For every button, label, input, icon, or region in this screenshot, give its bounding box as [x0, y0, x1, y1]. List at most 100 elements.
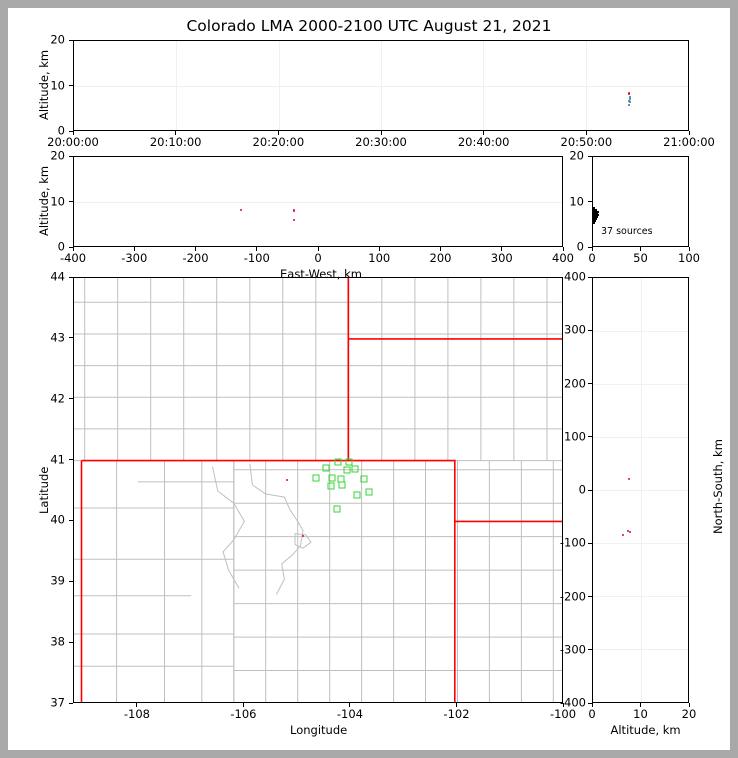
map-y-label: 37	[50, 695, 65, 710]
histogram-y-label: 20	[569, 148, 584, 163]
ew-height-x-tick	[440, 247, 441, 251]
ew-height-x-label: 100	[368, 251, 391, 265]
ew-height-x-tick	[133, 247, 135, 251]
ns-height-y-label: 300	[564, 322, 586, 337]
ns-height-y-tick	[588, 489, 592, 491]
time-height-x-tick	[688, 131, 690, 135]
ew-height-x-tick	[72, 247, 74, 251]
ew-height-y-label: 20	[50, 148, 65, 163]
lma-station-marker	[345, 458, 353, 466]
lma-station-marker	[322, 464, 330, 472]
ns-height-y-label: -100	[559, 535, 586, 550]
time-height-y-label: 20	[50, 32, 65, 47]
front-range-county-line	[249, 463, 304, 595]
lma-station-marker	[360, 475, 368, 483]
time-height-gridline-v	[585, 41, 587, 130]
histogram-bar	[593, 215, 598, 219]
lma-station-marker	[351, 465, 359, 473]
time-height-x-tick	[585, 131, 587, 135]
map-x-tick	[349, 703, 351, 707]
map-ylabel: Latitude	[37, 466, 51, 514]
ew-height-x-label: -300	[121, 251, 148, 265]
ew-height-x-label: 300	[490, 251, 513, 265]
ew-height-source	[240, 208, 243, 211]
map-source	[286, 479, 289, 482]
time-height-y-tick	[69, 85, 73, 86]
map-y-tick	[69, 641, 73, 643]
histogram-bar	[593, 219, 596, 222]
ew-height-x-label: 0	[314, 251, 322, 265]
ns-height-y-label: -200	[559, 588, 586, 603]
time-height-y-label: 10	[50, 77, 65, 92]
ns-height-y-tick	[588, 383, 592, 384]
ew-height-x-tick	[501, 247, 503, 251]
time-height-x-label: 21:00:00	[663, 135, 715, 149]
time-height-x-label: 20:20:00	[252, 135, 305, 149]
map-y-tick	[69, 276, 73, 278]
histogram-bar	[593, 208, 597, 211]
east-west-height-axes[interactable]	[73, 156, 563, 247]
plan-view-map-axes[interactable]	[73, 277, 563, 703]
time-height-x-label: 20:30:00	[355, 135, 407, 149]
matplotlib-figure: Colorado LMA 2000-2100 UTC August 21, 20…	[8, 8, 730, 750]
ew-height-source	[293, 210, 296, 213]
time-height-y-label: 0	[57, 123, 65, 138]
time-height-gridline-v	[176, 41, 178, 130]
time-height-source	[627, 92, 630, 95]
map-x-label: -108	[123, 707, 150, 721]
histogram-x-label: 100	[678, 251, 700, 265]
figure-title: Colorado LMA 2000-2100 UTC August 21, 20…	[186, 17, 552, 35]
time-height-gridline-v	[483, 41, 485, 130]
map-y-label: 41	[50, 451, 65, 466]
altitude-histogram-axes[interactable]: 37 sources	[592, 156, 689, 247]
time-height-x-label: 20:10:00	[149, 135, 202, 149]
north-south-height-axes[interactable]	[592, 277, 689, 703]
time-height-source	[628, 96, 631, 99]
time-height-gridline-v	[381, 41, 382, 130]
time-height-x-tick	[175, 131, 177, 135]
ew-height-y-tick	[69, 246, 73, 248]
histogram-bar	[593, 210, 599, 213]
time-height-axes[interactable]	[73, 40, 689, 131]
map-y-tick	[69, 580, 73, 582]
denver-county-outline	[294, 533, 312, 549]
time-height-x-tick	[380, 131, 382, 135]
lma-station-marker	[365, 488, 373, 496]
time-height-source	[627, 93, 630, 96]
lma-station-marker	[333, 505, 341, 513]
map-y-label: 42	[50, 390, 65, 405]
time-height-source	[627, 99, 630, 102]
ns-height-y-tick	[588, 596, 592, 597]
histogram-x-tick	[688, 247, 690, 251]
time-height-y-tick	[69, 130, 73, 132]
ns-height-y-label: 100	[564, 429, 586, 443]
ns-height-source	[628, 531, 631, 534]
time-height-y-tick	[69, 39, 73, 41]
ns-height-y-tick	[588, 649, 592, 651]
histogram-x-tick	[591, 247, 593, 251]
ns-height-x-label: 10	[633, 707, 648, 721]
map-y-tick	[69, 702, 73, 704]
ns-height-x-tick	[688, 703, 690, 707]
ew-height-gridline	[74, 201, 562, 203]
time-height-source	[628, 97, 631, 100]
map-x-label: -106	[230, 707, 257, 721]
time-height-ylabel: Altitude, km	[37, 49, 51, 120]
ew-height-x-tick	[256, 247, 258, 251]
map-x-tick	[242, 703, 244, 707]
ns-height-y-label: -400	[559, 695, 586, 710]
ns-height-x-tick	[591, 703, 593, 707]
map-y-label: 43	[50, 330, 65, 345]
map-y-tick	[69, 398, 73, 400]
histogram-bar	[593, 221, 595, 224]
histogram-y-tick	[588, 201, 592, 202]
colorado-state-border	[80, 459, 456, 702]
map-x-tick	[455, 703, 457, 707]
ns-height-y-tick	[588, 276, 592, 278]
ns-height-source	[622, 533, 625, 536]
map-y-label: 38	[50, 634, 65, 649]
ew-height-y-tick	[69, 201, 73, 202]
histogram-bar	[593, 217, 597, 220]
map-x-tick	[562, 703, 564, 707]
ew-height-xlabel: East-West, km	[280, 267, 362, 281]
